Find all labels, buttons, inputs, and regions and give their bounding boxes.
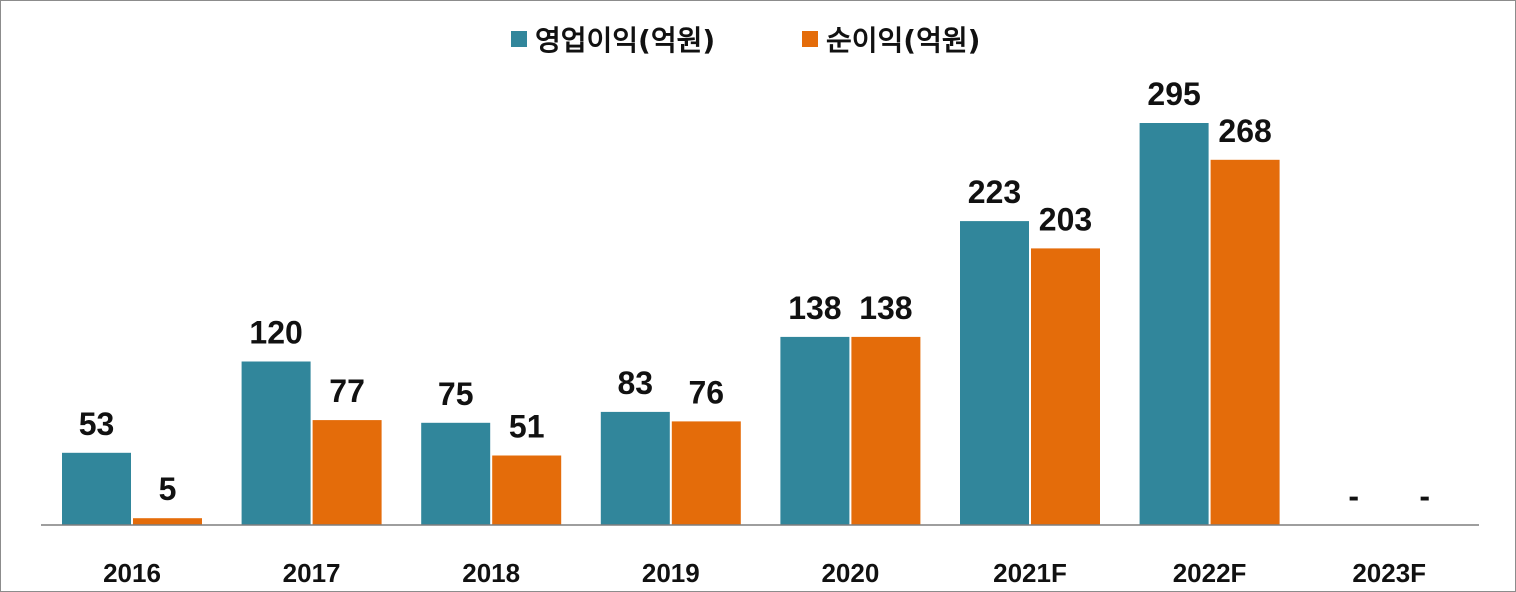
value-label-operating-profit-2020: 138: [788, 290, 841, 326]
value-label-operating-profit-2017: 120: [249, 315, 302, 351]
bar-net-profit-2022F: [1210, 159, 1280, 526]
category-label-2018: 2018: [462, 558, 520, 588]
bar-operating-profit-2021F: [960, 221, 1029, 525]
bar-operating-profit-2019: [600, 411, 670, 525]
category-label-2023F: 2023F: [1352, 558, 1426, 588]
bar-net-profit-2016: [133, 518, 202, 525]
value-label-net-profit-2021F: 203: [1039, 201, 1092, 237]
value-label-net-profit-2020: 138: [859, 290, 912, 326]
category-label-2022F: 2022F: [1173, 558, 1247, 588]
value-label-net-profit-2023F: -: [1419, 478, 1430, 514]
value-labels-group: 53 5 120 77 75 51 83 76 138 138 223 203 295 268 - -: [79, 76, 1430, 514]
bar-net-profit-2018: [492, 455, 562, 525]
value-label-net-profit-2022F: 268: [1218, 113, 1271, 149]
bar-net-profit-2021F: [1031, 248, 1100, 525]
bar-net-profit-2020: [851, 336, 921, 525]
value-label-net-profit-2017: 77: [329, 373, 365, 409]
bar-operating-profit-2018: [421, 422, 491, 525]
category-label-2019: 2019: [642, 558, 700, 588]
bar-operating-profit-2017: [241, 361, 311, 525]
bar-operating-profit-2016: [62, 452, 131, 525]
value-label-operating-profit-2022F: 295: [1147, 76, 1200, 112]
value-label-net-profit-2019: 76: [689, 374, 725, 410]
legend-swatch-net-profit: [802, 31, 818, 47]
category-labels-group: 2016 2017 2018 2019 2020 2021F 2022F 2023F: [103, 558, 1426, 588]
value-label-operating-profit-2019: 83: [618, 365, 654, 401]
bar-operating-profit-2020: [780, 336, 850, 525]
bar-net-profit-2017: [312, 420, 382, 525]
category-label-2016: 2016: [103, 558, 161, 588]
bar-net-profit-2019: [671, 421, 741, 525]
category-label-2017: 2017: [283, 558, 341, 588]
value-label-net-profit-2018: 51: [509, 409, 545, 445]
value-label-net-profit-2016: 5: [159, 471, 177, 507]
value-label-operating-profit-2018: 75: [438, 376, 474, 412]
legend-swatch-operating-profit: [511, 31, 527, 47]
legend: 영업이익(억원) 순이익(억원): [511, 24, 980, 57]
bar-operating-profit-2022F: [1139, 123, 1209, 525]
value-label-operating-profit-2021F: 223: [968, 174, 1021, 210]
bars-group: [62, 123, 1280, 526]
value-label-operating-profit-2016: 53: [79, 406, 115, 442]
category-label-2021F: 2021F: [993, 558, 1067, 588]
category-label-2020: 2020: [821, 558, 879, 588]
value-label-operating-profit-2023F: -: [1348, 478, 1359, 514]
legend-label-net-profit: 순이익(억원): [826, 24, 980, 57]
legend-label-operating-profit: 영업이익(억원): [535, 24, 715, 57]
